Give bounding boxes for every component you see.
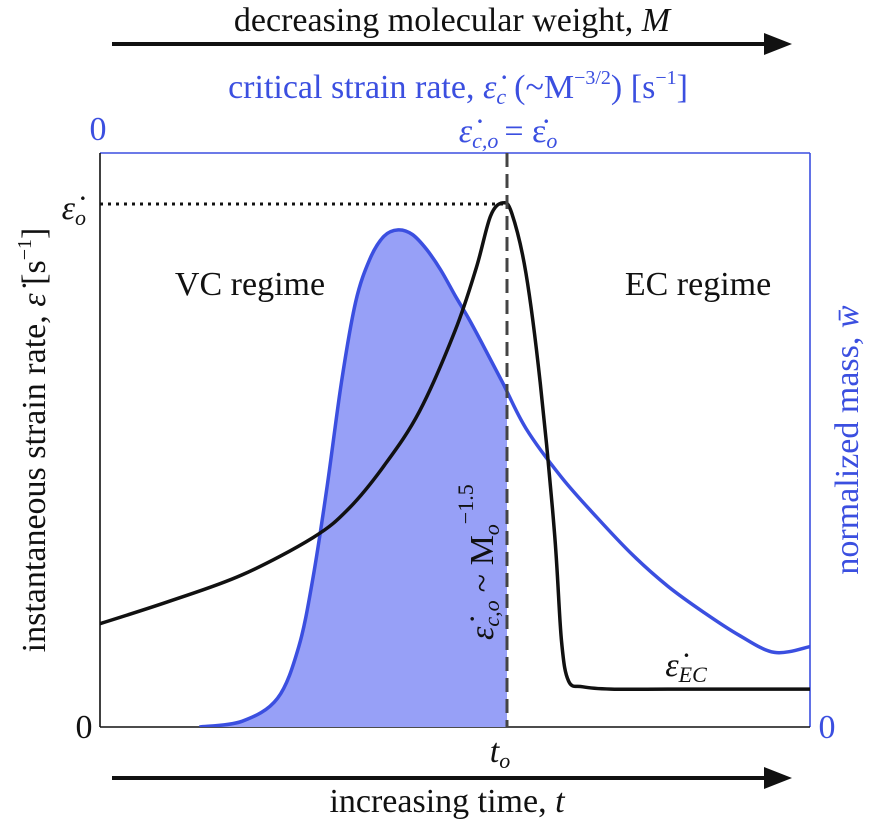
bottom-arrow: increasing time, t (112, 767, 792, 820)
critical-strain-rate-label: critical strain rate, ε̇c (~M−3/2) [s−1] (228, 67, 688, 109)
bottom-arrow-head (764, 767, 792, 789)
left-axis-title: instantaneous strain rate, ε̇ [s−1] (14, 228, 53, 653)
ec-regime-label: EC regime (625, 266, 771, 303)
to-tick-label: to (490, 733, 510, 773)
left-axis-zero: 0 (76, 709, 93, 746)
top-arrow-label: decreasing molecular weight, M (234, 2, 672, 39)
critical-axis-zero: 0 (90, 111, 107, 148)
mass-fill-area (199, 229, 507, 727)
top-arrow: decreasing molecular weight, M (112, 2, 792, 55)
normalized-mass-curve (199, 228, 810, 727)
top-arrow-head (764, 33, 792, 55)
vc-regime-label: VC regime (175, 266, 325, 303)
peak-tick-label: ε̇o (62, 190, 86, 230)
right-axis-zero: 0 (819, 709, 836, 746)
scaling-note: ε̇c,o~ Mo−1.5 (453, 484, 504, 640)
peak-annotation: ε̇c,o = ε̇o (459, 113, 558, 153)
strain-rate-curve (100, 200, 810, 692)
right-axis-title: normalized mass, w̄ (829, 305, 866, 574)
ec-strain-label: ε̇EC (665, 647, 707, 687)
bottom-arrow-label: increasing time, t (329, 783, 566, 820)
